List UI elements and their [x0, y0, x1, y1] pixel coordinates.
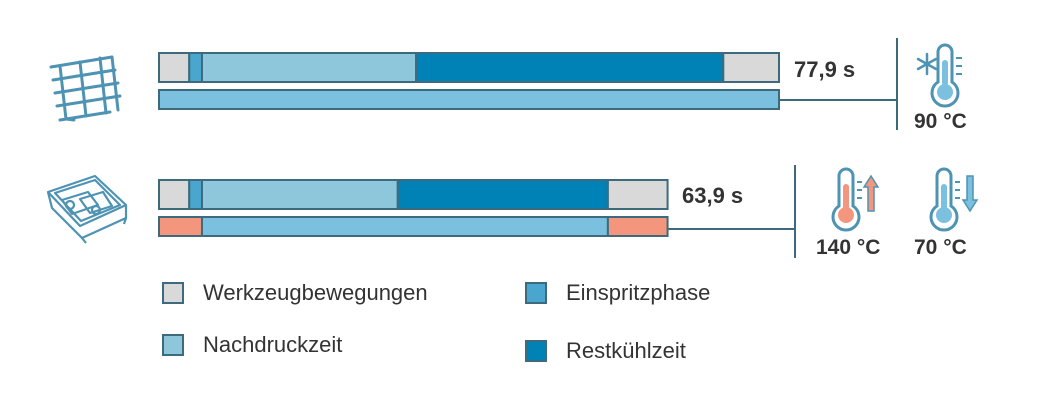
grid-part-icon: [49, 55, 122, 122]
row1-segment-5: [722, 52, 780, 83]
thermometer-snowflake-icon: [916, 43, 962, 108]
row1-segment-1: [158, 52, 191, 83]
row1-segment-3: [200, 52, 418, 83]
row2-temperature-hot: 140 °C: [816, 236, 881, 259]
row1-total-label: 77,9 s: [794, 57, 856, 82]
row2-segment-3: [200, 179, 399, 210]
tray-part-icon: [46, 174, 128, 244]
legend-label-nachdruckzeit: Nachdruckzeit: [203, 332, 343, 357]
legend-swatch-restkuehlzeit: [525, 340, 547, 362]
row2-temperature-segment-3: [606, 216, 669, 237]
legend-item-werkzeugbewegungen: Werkzeugbewegungen: [162, 280, 428, 306]
row2-temperature-segment-1: [158, 216, 203, 237]
row2-temperature-segment-2: [200, 216, 609, 237]
row2-temperature-cold: 70 °C: [914, 236, 967, 259]
legend-swatch-einspritzphase: [525, 282, 547, 304]
legend-label-werkzeugbewegungen: Werkzeugbewegungen: [203, 280, 428, 305]
row2-segment-2: [188, 179, 203, 210]
thermometer-up-icon: [831, 167, 880, 232]
legend-swatch-werkzeugbewegungen: [162, 282, 184, 304]
row2-segment-5: [606, 179, 669, 210]
row1-temperature-segment-1: [158, 89, 780, 110]
row2-total-label: 63,9 s: [682, 183, 744, 208]
legend-item-einspritzphase: Einspritzphase: [525, 280, 710, 306]
row2-segment-4: [396, 179, 609, 210]
row2-segment-1: [158, 179, 191, 210]
thermometer-down-icon: [929, 167, 979, 232]
legend-label-restkuehlzeit: Restkühlzeit: [566, 338, 686, 363]
legend-label-einspritzphase: Einspritzphase: [566, 280, 711, 305]
legend-item-nachdruckzeit: Nachdruckzeit: [162, 332, 342, 358]
legend-item-restkuehlzeit: Restkühlzeit: [525, 338, 686, 364]
row1-segment-2: [188, 52, 203, 83]
row1-segment-4: [415, 52, 725, 83]
legend-swatch-nachdruckzeit: [162, 334, 184, 356]
row1-temperature: 90 °C: [914, 110, 967, 133]
